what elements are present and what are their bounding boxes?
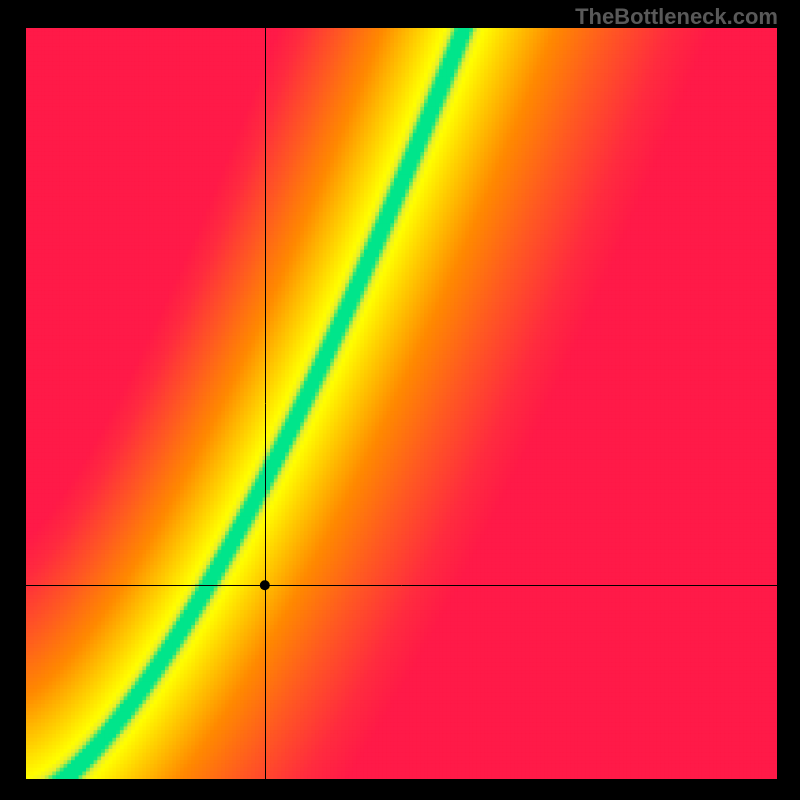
heatmap-canvas — [26, 28, 777, 779]
figure-container: TheBottleneck.com — [0, 0, 800, 800]
watermark-text: TheBottleneck.com — [575, 4, 778, 30]
heatmap-plot — [26, 28, 777, 779]
